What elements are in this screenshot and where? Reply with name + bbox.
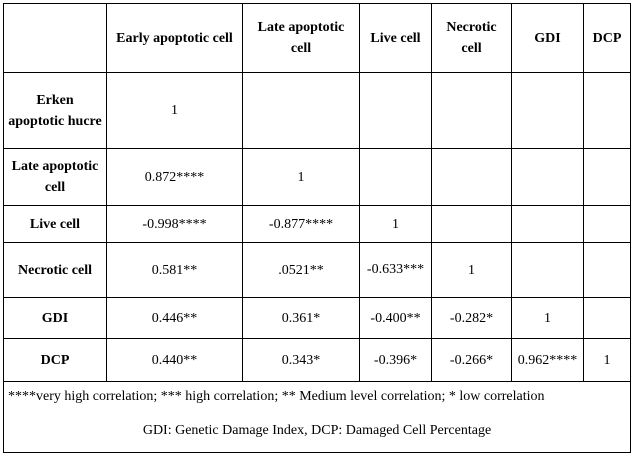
table-cell: 0.872****: [106, 148, 243, 206]
row-header-dcp: DCP: [3, 338, 107, 382]
col-header-necrotic-cell: Necrotic cell: [431, 3, 512, 73]
table-cell: 1: [359, 205, 432, 243]
table-notes-row: ****very high correlation; *** high corr…: [3, 381, 631, 453]
table-cell: [431, 148, 512, 206]
table-row: DCP 0.440** 0.343* -0.396* -0.266* 0.962…: [3, 338, 631, 382]
table-cell: [431, 205, 512, 243]
table-cell: 0.343*: [242, 338, 360, 382]
table-cell: .0521**: [242, 242, 360, 298]
correlation-legend: ****very high correlation; *** high corr…: [8, 389, 545, 404]
table-row: Necrotic cell 0.581** .0521** -0.633*** …: [3, 242, 631, 298]
row-header-late-apoptotic: Late apoptotic cell: [3, 148, 107, 206]
table-cell: [583, 297, 631, 339]
table-cell: [511, 72, 584, 149]
table-cell: [511, 242, 584, 298]
col-header-early-apoptotic: Early apoptotic cell: [106, 3, 243, 73]
table-cell: 1: [583, 338, 631, 382]
table-cell: -0.396*: [359, 338, 432, 382]
col-header-gdi: GDI: [511, 3, 584, 73]
table-row: Erken apoptotic hucre 1: [3, 72, 631, 149]
table-row: Late apoptotic cell 0.872**** 1: [3, 148, 631, 206]
table-cell: -0.877****: [242, 205, 360, 243]
table-cell: -0.266*: [431, 338, 512, 382]
table-cell: [431, 72, 512, 149]
table-cell: 0.361*: [242, 297, 360, 339]
table-cell: [511, 148, 584, 206]
table-cell: 0.440**: [106, 338, 243, 382]
table-cell: [583, 72, 631, 149]
row-header-live-cell: Live cell: [3, 205, 107, 243]
table-cell: [583, 242, 631, 298]
table-cell: -0.282*: [431, 297, 512, 339]
header-row: Early apoptotic cell Late apoptotic cell…: [3, 3, 631, 73]
table-cell: [242, 72, 360, 149]
table-notes: ****very high correlation; *** high corr…: [3, 381, 631, 453]
table-cell: -0.998****: [106, 205, 243, 243]
table-cell: [511, 205, 584, 243]
table-row: GDI 0.446** 0.361* -0.400** -0.282* 1: [3, 297, 631, 339]
col-header-dcp: DCP: [583, 3, 631, 73]
row-header-early-apoptotic: Erken apoptotic hucre: [3, 72, 107, 149]
table-cell: -0.400**: [359, 297, 432, 339]
col-header-late-apoptotic: Late apoptotic cell: [242, 3, 360, 73]
table-cell: [583, 205, 631, 243]
table-cell: [583, 148, 631, 206]
col-header-live-cell: Live cell: [359, 3, 432, 73]
abbreviations-note: GDI: Genetic Damage Index, DCP: Damaged …: [142, 423, 492, 438]
table-cell: 0.446**: [106, 297, 243, 339]
table-cell: [359, 148, 432, 206]
table-cell-wrapped-value: -0.633***: [366, 262, 425, 277]
table-cell: 0.962****: [511, 338, 584, 382]
table-cell: 1: [431, 242, 512, 298]
header-corner: [3, 3, 107, 73]
table-cell: 1: [106, 72, 243, 149]
correlation-table: Early apoptotic cell Late apoptotic cell…: [3, 3, 631, 453]
table-cell: 1: [511, 297, 584, 339]
table-cell: 1: [242, 148, 360, 206]
table-cell: 0.581**: [106, 242, 243, 298]
row-header-gdi: GDI: [3, 297, 107, 339]
row-header-necrotic-cell: Necrotic cell: [3, 242, 107, 298]
table-row: Live cell -0.998**** -0.877**** 1: [3, 205, 631, 243]
table-cell: -0.633***: [359, 242, 432, 298]
table-cell: [359, 72, 432, 149]
